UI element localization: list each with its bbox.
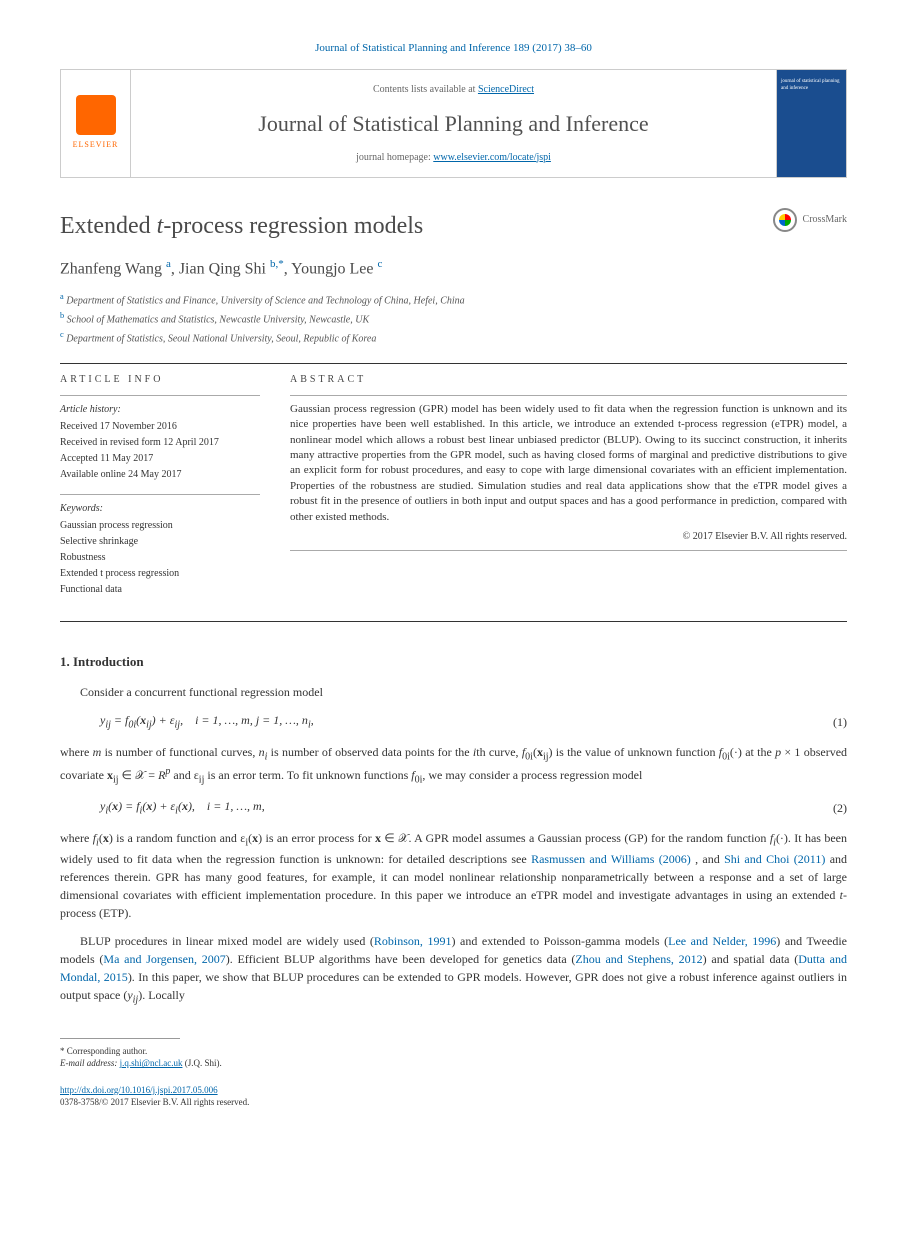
thin-divider [60,395,260,396]
journal-name: Journal of Statistical Planning and Infe… [143,107,764,140]
abstract-copyright: © 2017 Elsevier B.V. All rights reserved… [290,529,847,544]
divider [60,621,847,622]
journal-citation: Journal of Statistical Planning and Infe… [60,40,847,57]
footnote-divider [60,1038,180,1039]
crossmark-icon [773,208,797,232]
homepage-link[interactable]: www.elsevier.com/locate/jspi [433,152,551,163]
eq2-number: (2) [833,799,847,817]
journal-header-box: ELSEVIER Contents lists available at Sci… [60,69,847,178]
affiliation-b: b School of Mathematics and Statistics, … [60,310,847,327]
doi-block: http://dx.doi.org/10.1016/j.jspi.2017.05… [60,1084,847,1109]
contents-line: Contents lists available at ScienceDirec… [143,82,764,97]
abstract-heading: ABSTRACT [290,372,847,387]
history-label: Article history: [60,402,260,417]
abstract-column: ABSTRACT Gaussian process regression (GP… [290,372,847,609]
thin-divider [290,395,847,396]
sciencedirect-link[interactable]: ScienceDirect [478,84,534,95]
crossmark-badge[interactable]: CrossMark [773,208,847,232]
elsevier-logo: ELSEVIER [61,70,131,177]
keyword: Gaussian process regression [60,518,260,533]
intro-p4: BLUP procedures in linear mixed model ar… [60,932,847,1007]
thin-divider [60,494,260,495]
keywords-label: Keywords: [60,501,260,516]
eq1-number: (1) [833,713,847,731]
email-label: E-mail address: [60,1058,117,1068]
equation-2: yi(x) = fi(x) + εi(x), i = 1, …, m, (2) [100,797,847,818]
keyword: Extended t process regression [60,566,260,581]
intro-p1: Consider a concurrent functional regress… [60,683,847,701]
elsevier-label: ELSEVIER [73,139,119,151]
history-accepted: Accepted 11 May 2017 [60,451,260,466]
keyword: Robustness [60,550,260,565]
affiliations: a Department of Statistics and Finance, … [60,291,847,347]
intro-p2: where m is number of functional curves, … [60,743,847,788]
keyword: Functional data [60,582,260,597]
thin-divider [290,550,847,551]
article-info-column: ARTICLE INFO Article history: Received 1… [60,372,260,609]
corresponding-author-footnote: * Corresponding author. E-mail address: … [60,1045,847,1070]
divider [60,363,847,364]
equation-1: yij = f0i(xij) + εij, i = 1, …, m, j = 1… [100,711,847,732]
email-person: (J.Q. Shi). [185,1058,222,1068]
authors: Zhanfeng Wang a, Jian Qing Shi b,*, Youn… [60,256,847,281]
contents-prefix: Contents lists available at [373,84,478,95]
crossmark-label: CrossMark [803,212,847,227]
eq2-expr: yi(x) = fi(x) + εi(x), i = 1, …, m, [100,797,265,818]
issn-copyright: 0378-3758/© 2017 Elsevier B.V. All right… [60,1097,249,1107]
affiliation-c: c Department of Statistics, Seoul Nation… [60,329,847,346]
article-info-heading: ARTICLE INFO [60,372,260,387]
homepage-line: journal homepage: www.elsevier.com/locat… [143,150,764,165]
keyword: Selective shrinkage [60,534,260,549]
cover-text: journal of statistical planning and infe… [781,78,842,93]
history-revised: Received in revised form 12 April 2017 [60,435,260,450]
eq1-expr: yij = f0i(xij) + εij, i = 1, …, m, j = 1… [100,711,314,732]
homepage-prefix: journal homepage: [356,152,433,163]
abstract-text: Gaussian process regression (GPR) model … [290,402,847,525]
history-online: Available online 24 May 2017 [60,467,260,482]
section-1-heading: 1. Introduction [60,652,847,672]
journal-cover-thumbnail: journal of statistical planning and infe… [776,70,846,177]
corresponding-label: * Corresponding author. [60,1045,847,1058]
elsevier-tree-icon [76,95,116,135]
author-email-link[interactable]: j.q.shi@ncl.ac.uk [120,1058,183,1068]
history-received: Received 17 November 2016 [60,419,260,434]
doi-link[interactable]: http://dx.doi.org/10.1016/j.jspi.2017.05… [60,1085,218,1095]
article-title: Extended t-process regression models [60,208,423,244]
intro-p3: where fi(x) is a random function and εi(… [60,829,847,922]
affiliation-a: a Department of Statistics and Finance, … [60,291,847,308]
header-center: Contents lists available at ScienceDirec… [131,70,776,177]
